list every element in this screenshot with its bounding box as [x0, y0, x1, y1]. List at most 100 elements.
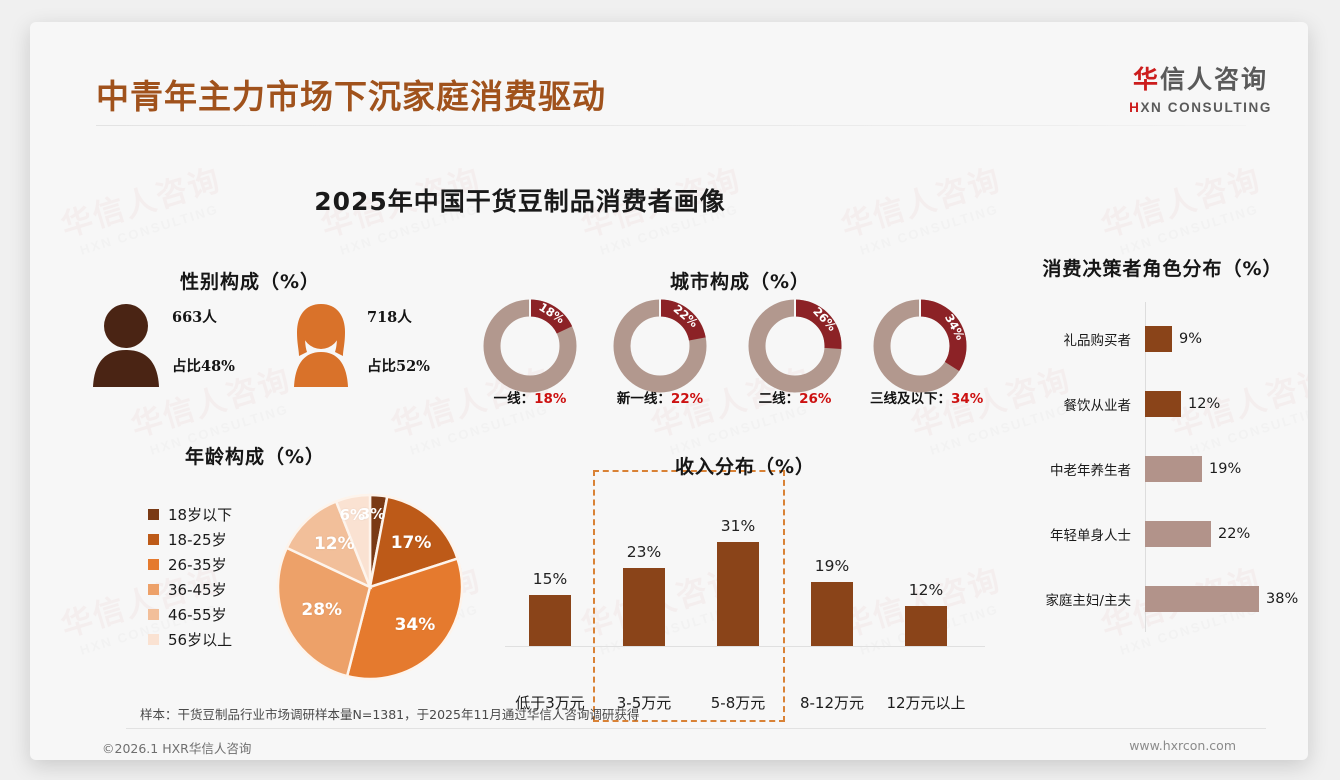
- income-section-title: 收入分布（%）: [674, 456, 816, 478]
- header: 中青年主力市场下沉家庭消费驱动 华信人咨询 HXN CONSULTING: [30, 22, 1308, 127]
- income-bar-column: 15%: [507, 570, 593, 646]
- donut-caption-value: 18%: [534, 391, 567, 407]
- gender-section-title: 性别构成（%）: [179, 271, 321, 293]
- pie-value-label: 34%: [394, 615, 436, 636]
- role-bar: [1145, 586, 1259, 612]
- role-bar: [1145, 391, 1181, 417]
- legend-label: 18岁以下: [168, 506, 233, 524]
- income-bar: [529, 595, 571, 646]
- role-category-label: 中老年养生者: [1050, 463, 1131, 479]
- income-highlight-box: [593, 470, 785, 722]
- chart-main-title: 2025年中国干货豆制品消费者画像: [314, 187, 726, 216]
- income-value-label: 31%: [720, 516, 756, 535]
- role-category-label: 餐饮从业者: [1063, 398, 1132, 414]
- income-value-label: 23%: [626, 543, 662, 562]
- age-legend-item: 26-35岁: [148, 552, 232, 577]
- income-category-label: 5-8万元: [710, 694, 766, 712]
- legend-label: 46-55岁: [168, 606, 227, 624]
- legend-label: 18-25岁: [168, 531, 227, 549]
- donut-caption: 二线：26%: [758, 391, 832, 407]
- income-bar: [717, 541, 759, 646]
- legend-swatch: [148, 634, 159, 645]
- income-bar-column: 23%: [601, 543, 687, 646]
- donut-caption: 三线及以下：34%: [870, 391, 984, 407]
- age-legend-item: 18岁以下: [148, 502, 232, 527]
- roles-section: 消费决策者角色分布（%） 礼品购买者 9% 餐饮从业者 12% 中老年养生者 19% 年轻单…: [1015, 254, 1308, 634]
- donut-graphic: 34%: [873, 299, 968, 393]
- donut-graphic: 22%: [613, 299, 707, 393]
- income-category-label: 8-12万元: [799, 694, 865, 712]
- footer-divider: [126, 728, 1266, 729]
- role-category-label: 年轻单身人士: [1050, 528, 1131, 544]
- website-text: www.hxrcon.com: [1129, 738, 1236, 753]
- legend-swatch: [148, 559, 159, 570]
- donut-caption: 一线：18%: [493, 391, 567, 407]
- age-section: 年龄构成（%） 18岁以下 18-25岁 26-35岁 36-45岁 46-55岁 56岁…: [90, 442, 470, 682]
- pie-value-label: 17%: [390, 533, 432, 554]
- female-percent: 占比52%: [367, 358, 430, 375]
- logo-chinese-rest: 信人咨询: [1160, 65, 1269, 94]
- income-category-label: 低于3万元: [515, 694, 585, 712]
- logo-english-accent: H: [1129, 100, 1141, 115]
- role-bar: [1145, 326, 1172, 352]
- legend-label: 26-35岁: [168, 556, 227, 574]
- donut-caption-value: 26%: [799, 391, 832, 407]
- role-bar-row: 中老年养生者 19%: [1015, 454, 1308, 484]
- role-bar-row: 礼品购买者 9%: [1015, 324, 1308, 354]
- income-bar-chart: 15% 低于3万元 23% 3-5万元 31% 5-8万元 19% 8-12万元 12% 12万元…: [505, 470, 985, 722]
- donut-graphic: 18%: [483, 299, 577, 393]
- male-person-icon: [90, 302, 162, 387]
- role-bar-row: 年轻单身人士 22%: [1015, 519, 1308, 549]
- city-donut-1: 18% 一线：18%: [480, 299, 580, 407]
- role-value-label: 38%: [1266, 591, 1299, 607]
- role-category-label: 家庭主妇/主夫: [1045, 593, 1131, 609]
- age-legend-item: 56岁以上: [148, 627, 232, 652]
- roles-section-title: 消费决策者角色分布（%）: [1042, 258, 1283, 280]
- income-bar: [623, 568, 665, 646]
- income-value-label: 19%: [814, 556, 850, 575]
- income-bar: [905, 605, 947, 646]
- age-legend: 18岁以下 18-25岁 26-35岁 36-45岁 46-55岁 56岁以上: [148, 502, 232, 652]
- income-section: 收入分布（%） 15% 低于3万元 23% 3-5万元 31% 5-8万元 19% 8-12万…: [485, 452, 1005, 722]
- role-value-label: 12%: [1188, 396, 1221, 412]
- role-category-label: 礼品购买者: [1063, 333, 1132, 349]
- income-bar-column: 31%: [695, 516, 781, 646]
- page-title: 中青年主力市场下沉家庭消费驱动: [96, 77, 606, 116]
- pie-value-label: 6%: [339, 505, 366, 524]
- company-logo: 华信人咨询 HXN CONSULTING: [1129, 60, 1272, 115]
- city-section: 城市构成（%） 18% 一线：18% 22% 新一线：22% 26% 二线：26% 34% 三…: [470, 267, 1010, 412]
- logo-chinese: 华信人咨询: [1129, 60, 1272, 96]
- male-count: 663人: [172, 309, 217, 326]
- logo-english-rest: XN CONSULTING: [1140, 100, 1272, 115]
- role-value-label: 9%: [1179, 331, 1203, 347]
- gender-section: 性别构成（%） 663人 占比48% 71: [90, 267, 470, 407]
- income-category-label: 12万元以上: [886, 694, 966, 712]
- header-divider: [96, 125, 1246, 126]
- logo-english: HXN CONSULTING: [1129, 100, 1272, 115]
- legend-label: 56岁以上: [168, 631, 233, 649]
- female-stats: 718人 占比52%: [367, 306, 430, 376]
- legend-swatch: [148, 534, 159, 545]
- legend-label: 36-45岁: [168, 581, 227, 599]
- female-count: 718人: [367, 309, 412, 326]
- role-bar: [1145, 456, 1202, 482]
- age-legend-item: 36-45岁: [148, 577, 232, 602]
- city-section-title: 城市构成（%）: [669, 271, 811, 293]
- role-value-label: 19%: [1209, 461, 1242, 477]
- female-person-icon: [285, 302, 357, 387]
- legend-swatch: [148, 509, 159, 520]
- infographic-page: 华信人咨询 HXN CONSULTING 华信人咨询 HXN CONSULTING 华信…: [30, 22, 1308, 760]
- income-value-label: 15%: [532, 570, 568, 589]
- income-bar-column: 19%: [789, 557, 875, 646]
- income-category-label: 3-5万元: [616, 694, 672, 712]
- age-section-title: 年龄构成（%）: [184, 446, 326, 468]
- role-bar-row: 餐饮从业者 12%: [1015, 389, 1308, 419]
- donut-caption-value: 34%: [951, 391, 984, 407]
- pie-value-label: 28%: [301, 600, 343, 621]
- role-bar: [1145, 521, 1211, 547]
- age-legend-item: 18-25岁: [148, 527, 232, 552]
- legend-swatch: [148, 584, 159, 595]
- income-bar-column: 12%: [883, 581, 969, 646]
- income-bar: [811, 581, 853, 646]
